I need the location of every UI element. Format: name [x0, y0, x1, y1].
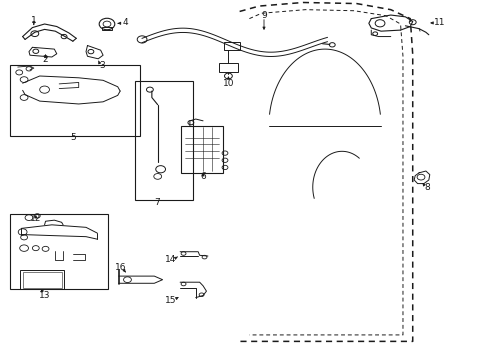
Text: 6: 6	[200, 172, 205, 181]
Text: 8: 8	[424, 183, 429, 192]
Text: 7: 7	[154, 198, 159, 207]
Text: 3: 3	[99, 61, 105, 70]
Bar	[181, 126, 222, 173]
Bar	[10, 214, 108, 289]
Text: 15: 15	[164, 296, 176, 305]
Text: 2: 2	[42, 55, 48, 64]
Text: 14: 14	[164, 255, 176, 264]
Bar	[22, 272, 61, 288]
Bar	[135, 81, 193, 200]
Bar	[224, 42, 239, 50]
Text: 10: 10	[222, 79, 234, 88]
Text: 13: 13	[39, 291, 50, 300]
Text: 4: 4	[122, 18, 127, 27]
Text: 11: 11	[433, 18, 445, 27]
Text: 1: 1	[31, 15, 37, 24]
Bar	[10, 64, 140, 136]
Text: 16: 16	[115, 264, 126, 273]
Text: 9: 9	[261, 10, 266, 19]
Text: 12: 12	[30, 214, 41, 223]
Bar	[219, 63, 237, 72]
Bar	[102, 27, 112, 30]
Bar	[20, 270, 64, 289]
Text: 5: 5	[70, 133, 76, 142]
